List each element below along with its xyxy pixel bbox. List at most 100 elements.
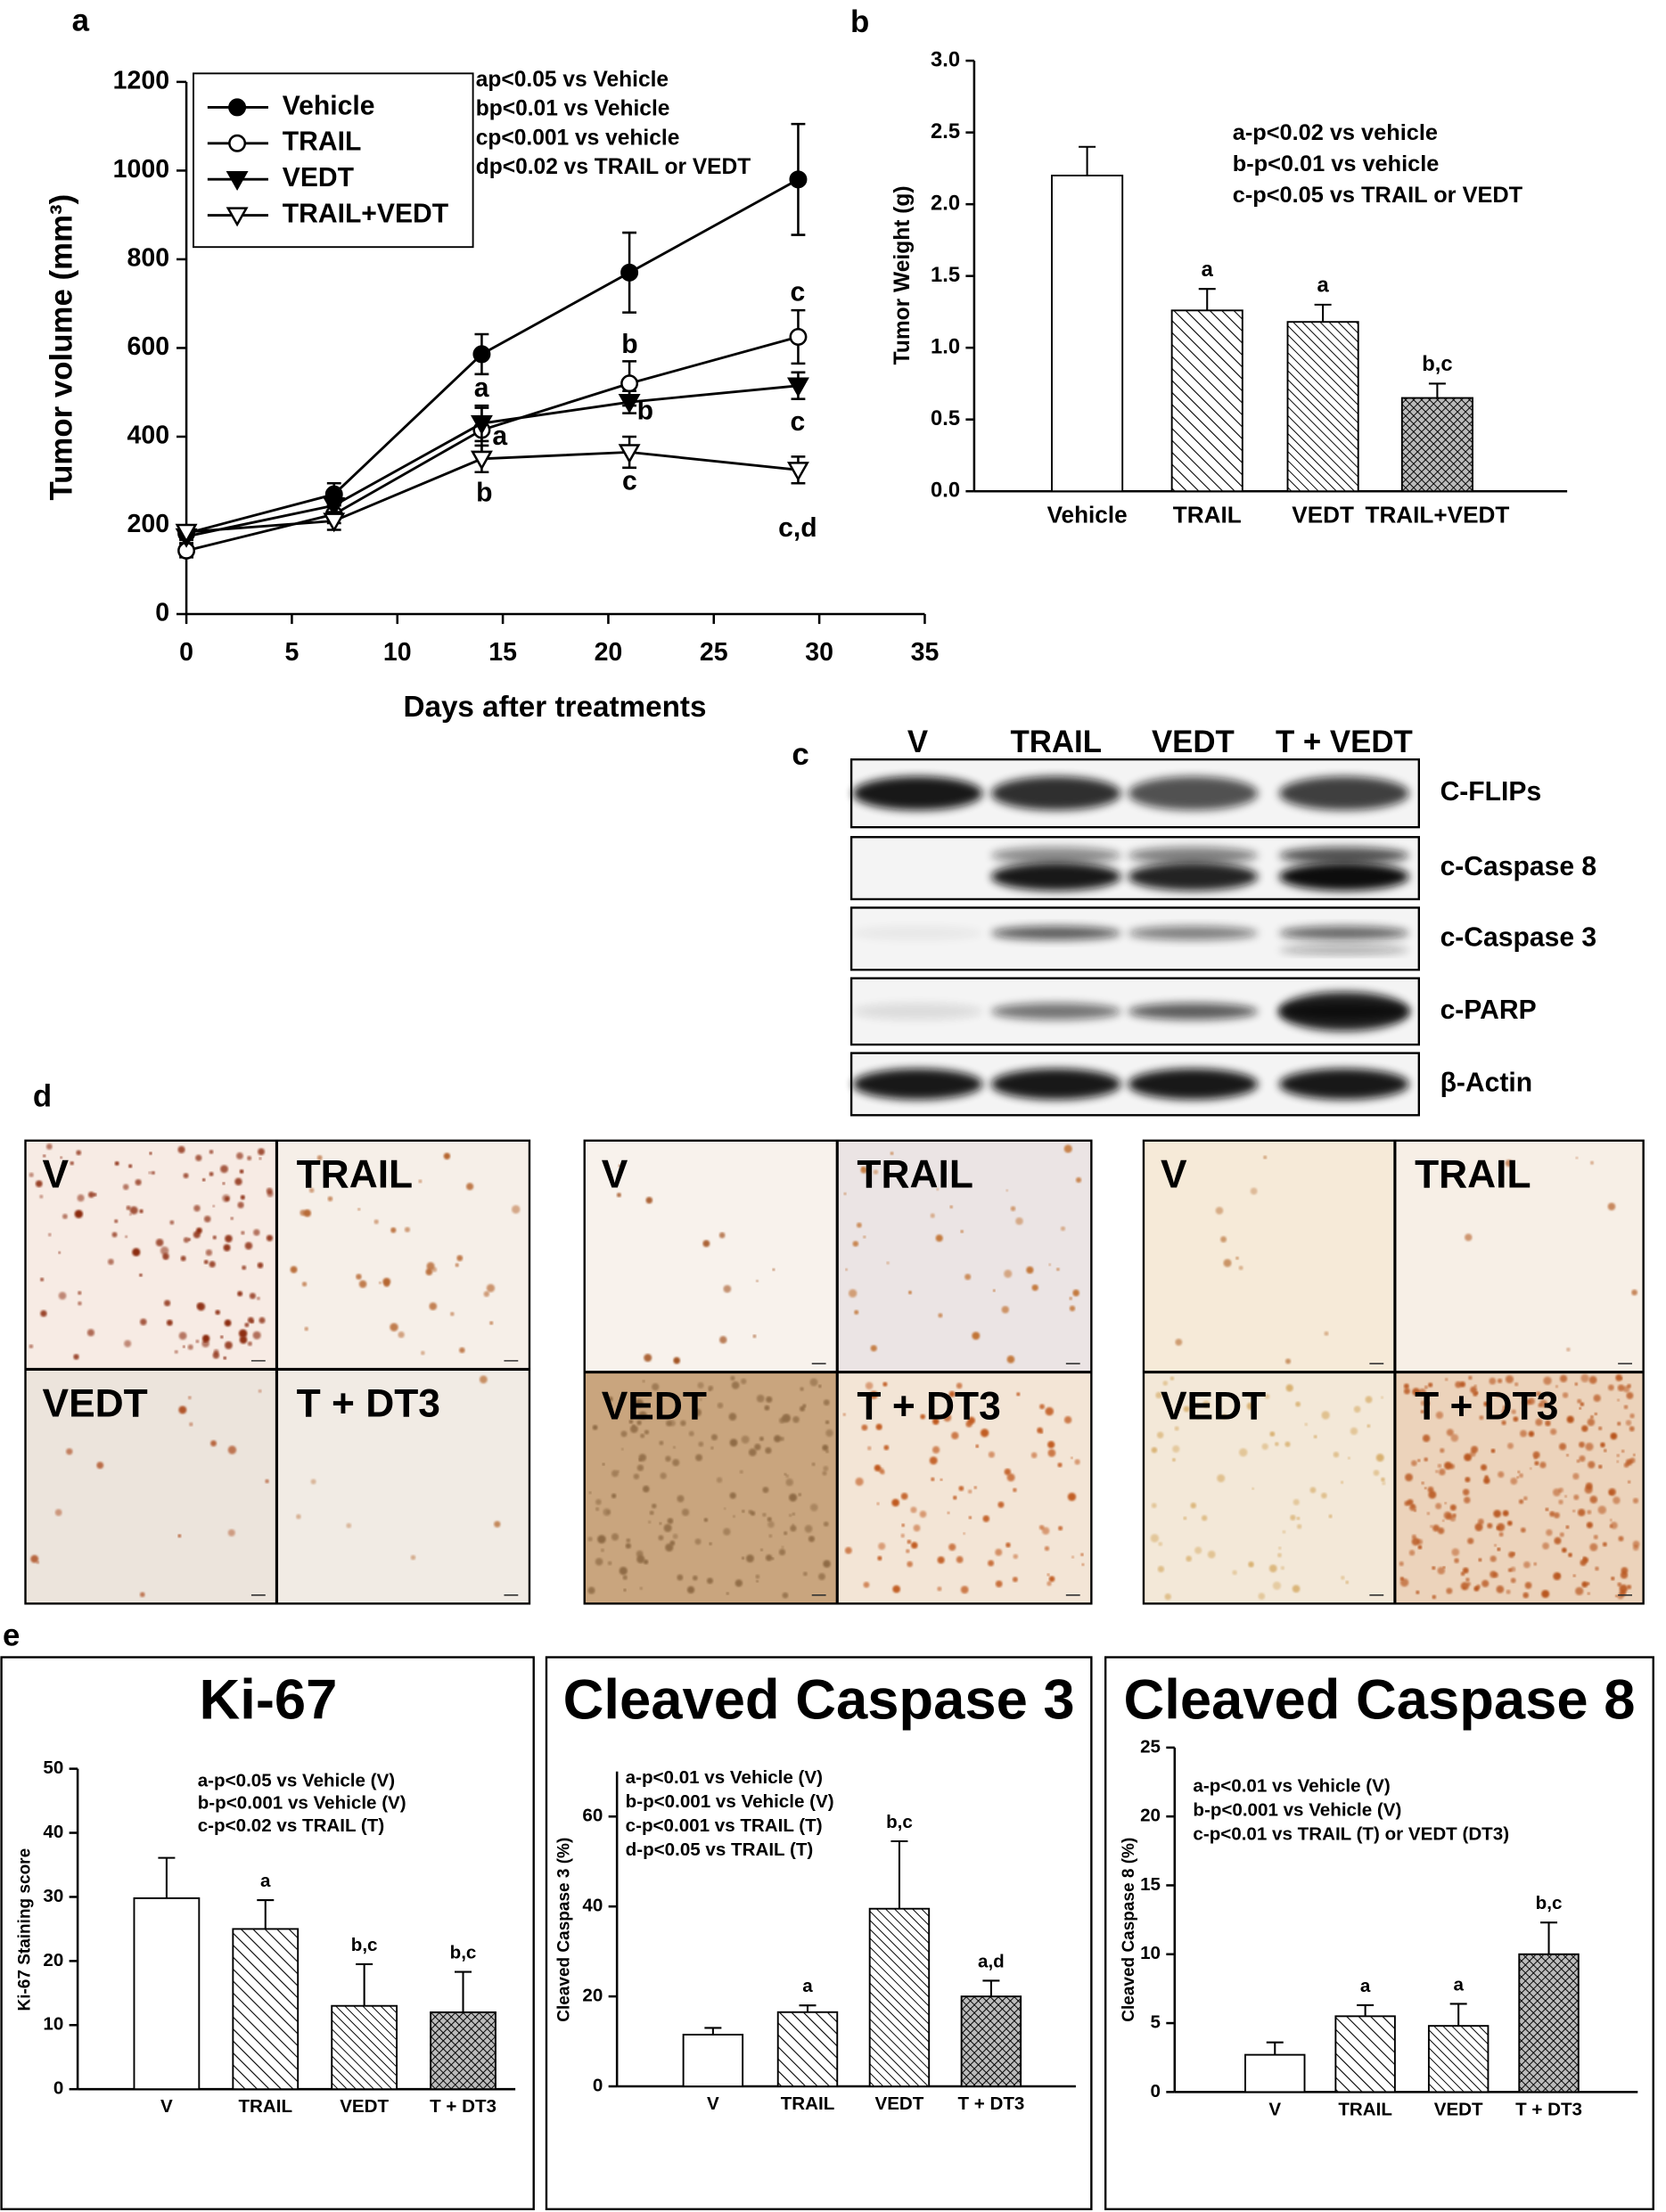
stain-dot — [620, 1447, 624, 1451]
protein-label: β-Actin — [1440, 1068, 1533, 1097]
bar-label: a,d — [978, 1951, 1005, 1971]
stain-dot — [717, 1402, 724, 1409]
stain-dot — [672, 1459, 680, 1467]
stain-dot — [1454, 1558, 1459, 1563]
stain-dot — [1581, 1425, 1588, 1432]
blot-band — [1279, 946, 1409, 954]
stain-dot — [489, 1321, 494, 1325]
stain-dot — [643, 1559, 649, 1565]
micrograph — [584, 1372, 838, 1604]
stain-dot — [595, 1558, 603, 1566]
stain-dot — [947, 1512, 950, 1514]
bar — [960, 1995, 1022, 2087]
stain-dot — [843, 1192, 847, 1195]
stain-dot — [768, 1534, 773, 1538]
stain-dot — [1588, 1375, 1597, 1384]
stain-dot — [856, 1222, 862, 1228]
stain-dot — [1626, 1391, 1634, 1399]
stain-dot — [968, 1516, 973, 1520]
stain-dot — [891, 1498, 899, 1507]
x-tick-label: TRAIL — [1338, 2099, 1392, 2119]
stain-dot — [66, 1448, 73, 1455]
stain-dot — [1030, 1452, 1038, 1459]
stain-dot — [1629, 1413, 1635, 1419]
stain-dot — [327, 1196, 333, 1201]
stain-dot — [483, 1290, 490, 1298]
stain-dot — [1587, 1592, 1590, 1595]
stain-dot — [740, 1378, 747, 1385]
marker — [175, 523, 198, 544]
stain-dot — [616, 1192, 621, 1198]
note: b-p<0.001 vs Vehicle (V) — [626, 1791, 834, 1812]
stain-dot — [1151, 1503, 1157, 1509]
stain-dot — [1589, 1543, 1598, 1552]
stain-dot — [1435, 1470, 1439, 1473]
stain-dot — [1464, 1453, 1472, 1462]
stain-dot — [1536, 1391, 1541, 1397]
stain-dot — [107, 1258, 114, 1266]
stain-dot — [1424, 1178, 1429, 1183]
bar-label: b,c — [886, 1812, 913, 1832]
x-tick-label: V — [707, 2093, 719, 2114]
stain-dot — [29, 1172, 34, 1177]
stain-dot — [1442, 1566, 1446, 1569]
stain-dot — [1598, 1426, 1603, 1430]
annotation: b — [637, 396, 653, 425]
stain-dot — [139, 1208, 144, 1214]
stain-dot — [398, 1331, 405, 1339]
stain-dot — [855, 1477, 864, 1487]
stain-dot — [937, 1556, 945, 1564]
y-tick-label: 2.0 — [931, 191, 960, 215]
stain-dot — [223, 1356, 227, 1360]
stain-dot — [1483, 1401, 1489, 1407]
stain-dot — [659, 1521, 662, 1525]
stain-dot — [587, 1536, 593, 1542]
stain-dot — [1507, 1442, 1514, 1449]
y-tick-label: 1.0 — [931, 334, 960, 358]
protein-label: c-Caspase 8 — [1440, 852, 1597, 881]
stain-dot — [1174, 1426, 1179, 1431]
stain-dot — [459, 1347, 465, 1354]
y-tick-label: 0 — [593, 2075, 603, 2095]
stain-dot — [931, 1446, 940, 1454]
stain-dot — [247, 1155, 252, 1161]
stain-dot — [1473, 1585, 1480, 1592]
micrograph-label: T + DT3 — [1415, 1384, 1558, 1428]
stain-dot — [227, 1446, 237, 1454]
bar-label: a — [1317, 274, 1330, 298]
bar-label: a — [260, 1871, 271, 1891]
chart-frame — [1104, 1656, 1654, 2211]
stain-dot — [1501, 1409, 1507, 1415]
stain-dot — [1063, 1144, 1072, 1153]
stain-dot — [1426, 1512, 1431, 1515]
stain-dot — [1558, 1443, 1567, 1451]
stain-dot — [122, 1184, 129, 1191]
stain-dot — [1058, 1526, 1063, 1531]
stain-dot — [673, 1356, 681, 1364]
stain-dot — [1280, 1566, 1285, 1570]
stain-dot — [920, 1413, 926, 1420]
y-tick-label: 5 — [1151, 2011, 1161, 2032]
stain-dot — [1593, 1535, 1598, 1540]
stain-dot — [62, 1214, 68, 1219]
stain-dot — [1572, 1472, 1580, 1480]
stain-dot — [244, 1323, 250, 1328]
stain-dot — [1285, 1384, 1293, 1392]
stain-dot — [1451, 1548, 1460, 1556]
lane-label: TRAIL — [1010, 725, 1102, 759]
stain-dot — [76, 1150, 82, 1156]
stain-dot — [1067, 1492, 1077, 1502]
stain-dot — [479, 1375, 488, 1384]
error-bar — [1449, 2003, 1467, 2027]
stain-dot — [1481, 1579, 1490, 1587]
stain-dot — [1607, 1384, 1614, 1391]
stain-dot — [1282, 1530, 1286, 1534]
stain-dot — [660, 1472, 667, 1479]
stain-dot — [1610, 1432, 1618, 1440]
stain-dot — [1411, 1537, 1420, 1546]
stain-dot — [659, 1440, 664, 1446]
stain-dot — [1252, 1487, 1255, 1490]
stain-dot — [1444, 1378, 1449, 1381]
stain-dot — [735, 1579, 743, 1587]
stain-dot — [1424, 1457, 1429, 1462]
